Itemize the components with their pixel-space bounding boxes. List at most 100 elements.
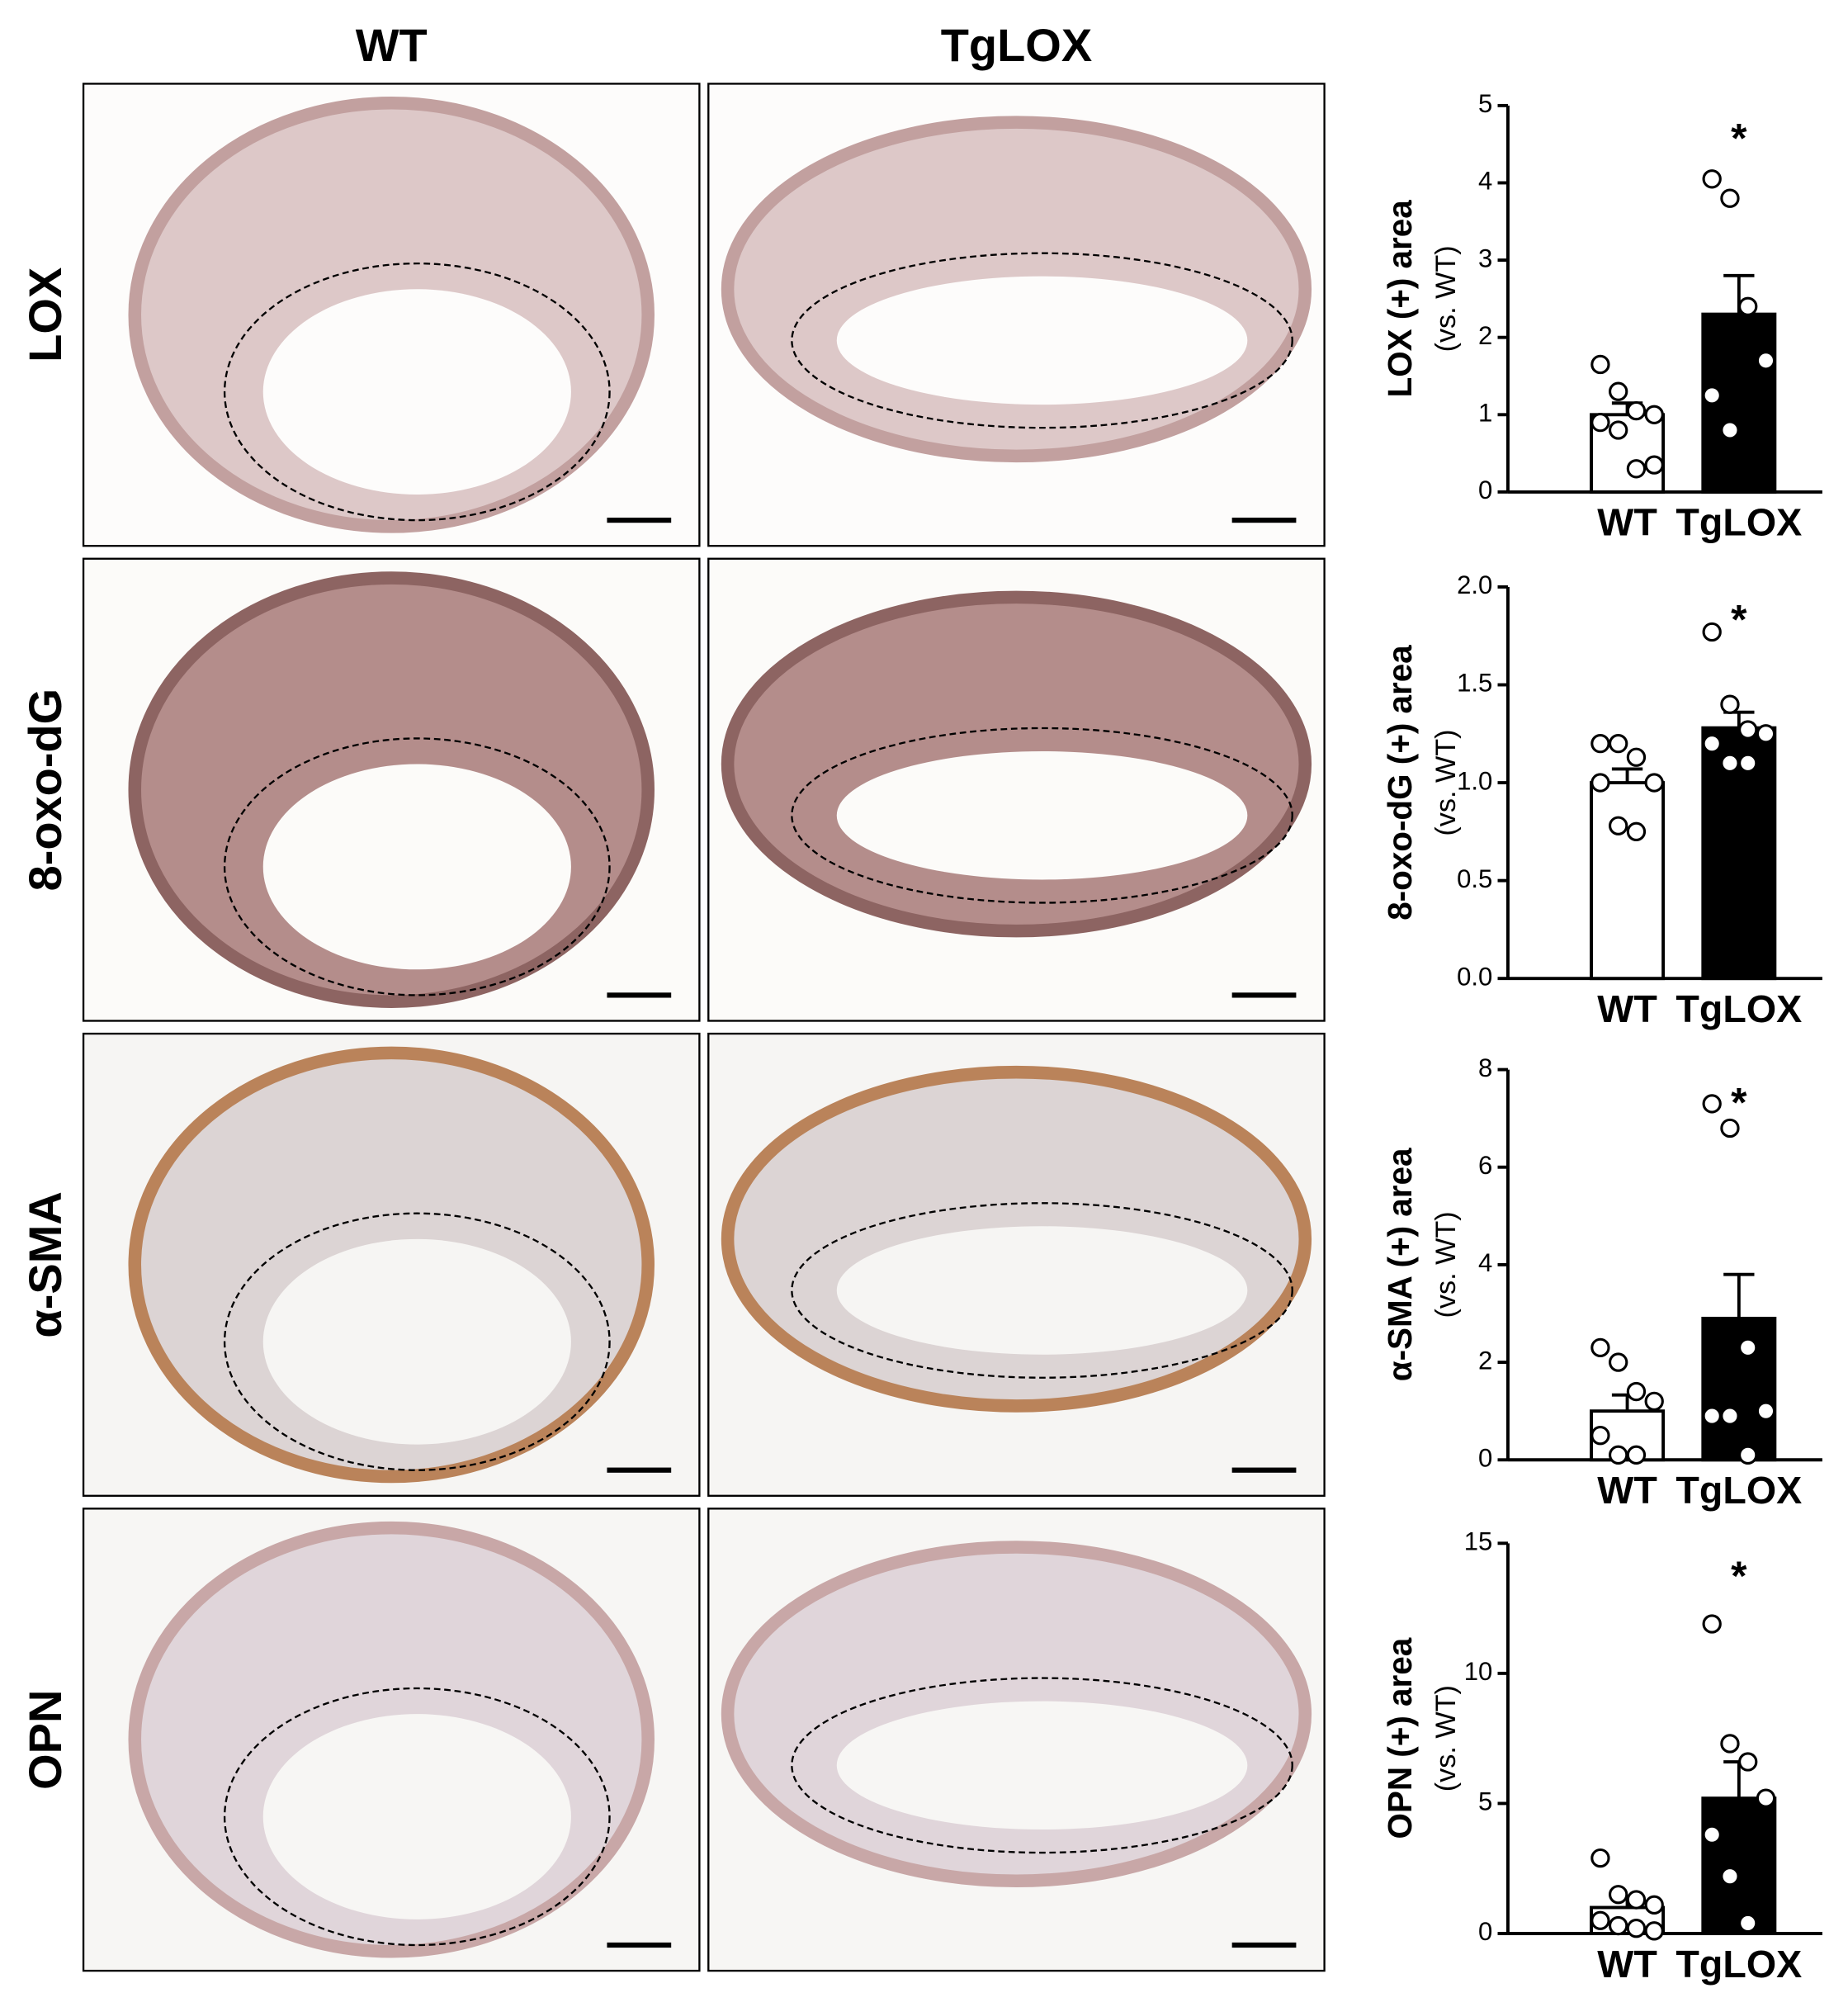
significance-annotation: * xyxy=(1731,597,1747,643)
y-tick-label: 0 xyxy=(1478,1443,1492,1472)
data-point xyxy=(1738,720,1758,740)
y-tick-label: 5 xyxy=(1478,89,1492,118)
data-point xyxy=(1720,694,1740,714)
data-point xyxy=(1590,1426,1610,1446)
data-point xyxy=(1609,1885,1628,1905)
y-tick-label: 15 xyxy=(1464,1527,1493,1556)
column-label: WT xyxy=(356,19,428,71)
data-point xyxy=(1720,420,1740,440)
y-tick-label: 2.0 xyxy=(1457,570,1492,599)
scale-bar xyxy=(607,1942,672,1948)
data-point xyxy=(1626,747,1647,767)
significance-annotation: * xyxy=(1731,1553,1747,1599)
lumen xyxy=(836,1701,1248,1830)
scale-bar xyxy=(1231,1467,1297,1473)
lumen xyxy=(836,276,1248,405)
data-point xyxy=(1590,412,1610,433)
y-axis-sublabel: (vs. WT) xyxy=(1430,245,1462,352)
x-tick-label: TgLOX xyxy=(1675,501,1802,544)
data-point xyxy=(1626,1381,1647,1402)
data-point xyxy=(1720,1734,1740,1754)
data-point xyxy=(1702,1825,1722,1844)
data-point xyxy=(1720,1867,1740,1886)
data-point xyxy=(1756,1401,1776,1421)
data-point xyxy=(1644,1391,1664,1412)
region-outline xyxy=(223,737,611,996)
data-point xyxy=(1609,1445,1628,1465)
bar xyxy=(1701,312,1777,494)
significance-annotation: * xyxy=(1731,1079,1747,1125)
x-tick-label: WT xyxy=(1597,1469,1657,1512)
data-point xyxy=(1738,1337,1758,1358)
data-point xyxy=(1626,400,1647,421)
scale-bar xyxy=(607,517,672,523)
y-tick-label: 1.0 xyxy=(1457,766,1492,795)
y-axis-sublabel: (vs. WT) xyxy=(1430,1211,1462,1318)
lumen xyxy=(262,1714,571,1919)
row-label: OPN xyxy=(19,1690,71,1790)
x-tick-label: WT xyxy=(1597,501,1657,544)
region-outline xyxy=(791,1677,1293,1854)
data-point xyxy=(1738,753,1758,774)
data-point xyxy=(1702,1094,1722,1114)
y-axis-label: α-SMA (+) area xyxy=(1381,1148,1419,1381)
data-point xyxy=(1609,1915,1628,1936)
region-outline xyxy=(223,262,611,522)
data-point xyxy=(1702,1406,1722,1426)
y-tick-label: 0.5 xyxy=(1457,864,1492,893)
region-outline xyxy=(791,727,1293,904)
data-point xyxy=(1626,1890,1647,1910)
y-axis-label: OPN (+) area xyxy=(1381,1637,1419,1839)
data-point xyxy=(1756,1788,1776,1808)
data-point xyxy=(1590,354,1610,375)
x-tick-label: TgLOX xyxy=(1675,1943,1802,1986)
scale-bar xyxy=(607,1467,672,1473)
y-tick-label: 2 xyxy=(1478,1346,1492,1375)
data-point xyxy=(1702,169,1722,189)
scale-bar xyxy=(1231,517,1297,523)
y-tick-label: 0 xyxy=(1478,476,1492,504)
data-point xyxy=(1609,1352,1628,1372)
data-point xyxy=(1609,381,1628,401)
row-label: 8-oxo-dG xyxy=(19,689,71,892)
data-point xyxy=(1720,188,1740,208)
x-tick-label: TgLOX xyxy=(1675,987,1802,1030)
data-point xyxy=(1720,1118,1740,1138)
y-tick-label: 0 xyxy=(1478,1917,1492,1946)
data-point xyxy=(1626,459,1647,479)
region-outline xyxy=(223,1687,611,1947)
data-point xyxy=(1626,1445,1647,1465)
y-axis-sublabel: (vs. WT) xyxy=(1430,1685,1462,1792)
data-point xyxy=(1590,733,1610,754)
x-tick-label: WT xyxy=(1597,1943,1657,1986)
y-tick-label: 4 xyxy=(1478,167,1492,196)
column-label: TgLOX xyxy=(941,19,1092,71)
y-axis-label: LOX (+) area xyxy=(1381,200,1419,398)
lumen xyxy=(262,1238,571,1445)
region-outline xyxy=(791,1202,1293,1379)
y-tick-label: 1 xyxy=(1478,399,1492,428)
y-tick-label: 10 xyxy=(1464,1657,1493,1686)
data-point xyxy=(1626,821,1647,842)
data-point xyxy=(1590,1848,1610,1868)
region-outline xyxy=(223,1212,611,1471)
y-axis-label: 8-oxo-dG (+) area xyxy=(1381,645,1419,921)
data-point xyxy=(1702,622,1722,642)
data-point xyxy=(1590,773,1610,793)
data-point xyxy=(1644,1895,1664,1915)
data-point xyxy=(1738,1445,1758,1465)
data-point xyxy=(1609,420,1628,440)
data-point xyxy=(1738,1752,1758,1772)
bar xyxy=(1701,1796,1777,1935)
data-point xyxy=(1590,1910,1610,1930)
data-point xyxy=(1590,1337,1610,1358)
lumen xyxy=(262,289,571,495)
y-tick-label: 8 xyxy=(1478,1053,1492,1082)
bar xyxy=(1590,781,1666,981)
bar xyxy=(1701,726,1777,981)
row-label: LOX xyxy=(19,267,71,362)
data-point xyxy=(1738,296,1758,316)
scale-bar xyxy=(607,992,672,998)
data-point xyxy=(1644,1921,1664,1941)
lumen xyxy=(262,764,571,970)
